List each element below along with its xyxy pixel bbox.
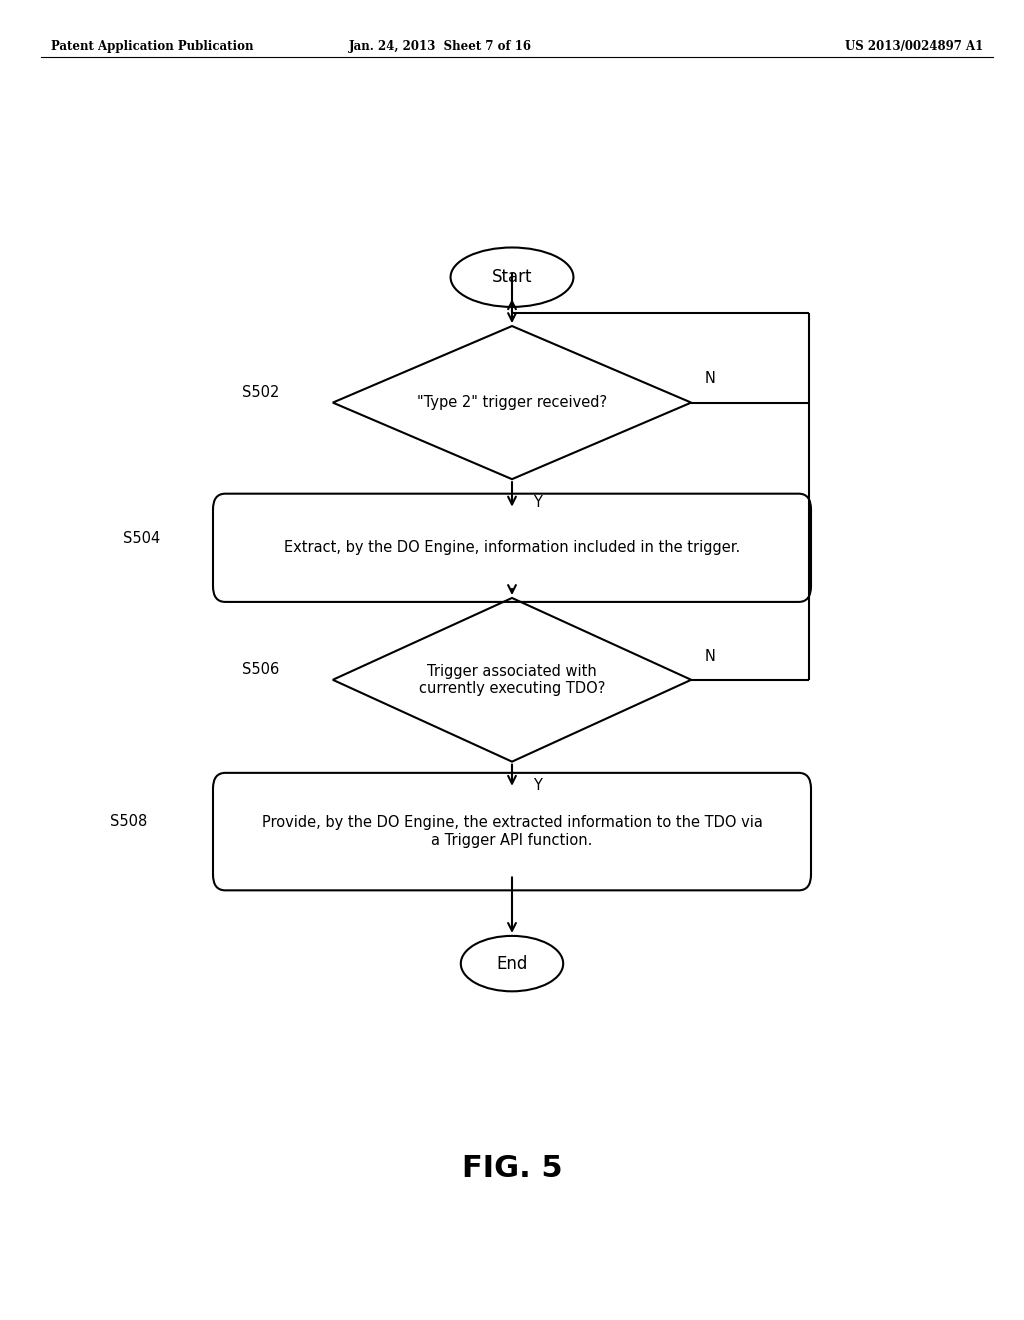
Text: Extract, by the DO Engine, information included in the trigger.: Extract, by the DO Engine, information i…	[284, 540, 740, 556]
Text: S508: S508	[111, 813, 147, 829]
Text: End: End	[497, 954, 527, 973]
Text: "Type 2" trigger received?: "Type 2" trigger received?	[417, 395, 607, 411]
Text: N: N	[705, 648, 715, 664]
Text: Patent Application Publication: Patent Application Publication	[51, 40, 254, 53]
Text: S506: S506	[243, 661, 280, 677]
Text: Y: Y	[534, 495, 542, 511]
Text: Jan. 24, 2013  Sheet 7 of 16: Jan. 24, 2013 Sheet 7 of 16	[349, 40, 531, 53]
Text: S504: S504	[123, 531, 160, 546]
Text: N: N	[705, 371, 715, 387]
Text: US 2013/0024897 A1: US 2013/0024897 A1	[845, 40, 983, 53]
Text: Start: Start	[492, 268, 532, 286]
Text: Trigger associated with
currently executing TDO?: Trigger associated with currently execut…	[419, 664, 605, 696]
Text: Provide, by the DO Engine, the extracted information to the TDO via
a Trigger AP: Provide, by the DO Engine, the extracted…	[261, 816, 763, 847]
Text: Y: Y	[534, 777, 542, 793]
Text: S502: S502	[243, 384, 280, 400]
Text: FIG. 5: FIG. 5	[462, 1154, 562, 1183]
